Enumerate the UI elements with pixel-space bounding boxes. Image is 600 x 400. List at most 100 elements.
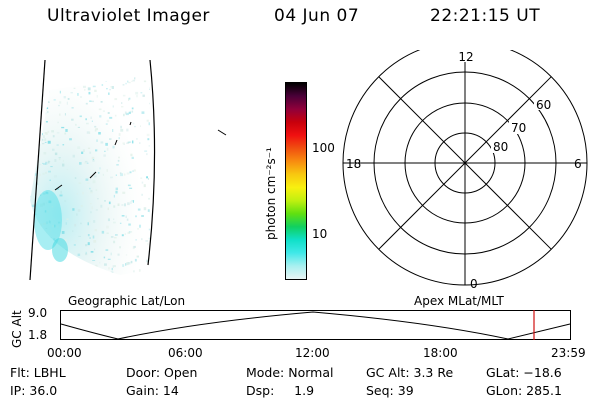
emission-speckle [75,123,77,126]
emission-speckle [69,138,72,141]
emission-speckle [54,159,57,162]
emission-speckle [44,141,47,143]
emission-speckle [51,130,54,133]
emission-speckle [35,173,38,176]
emission-speckle [62,70,63,71]
emission-speckle [64,132,67,135]
altitude-timeline[interactable] [58,308,574,342]
emission-speckle [42,172,45,175]
emission-speckle [85,273,89,275]
emission-speckle [114,98,118,101]
emission-speckle [128,111,131,114]
emission-speckle [146,133,150,137]
emission-speckle [138,269,141,272]
emission-speckle [75,240,77,242]
emission-speckle [118,156,120,159]
emission-speckle [86,182,90,184]
emission-speckle [100,204,103,208]
emission-speckle [66,101,68,105]
emission-speckle [32,75,35,77]
emission-speckle [40,253,43,256]
emission-speckle [108,267,110,270]
info-glat: GLat: −18.6 [486,365,562,380]
emission-speckle [132,170,134,172]
emission-speckle [106,169,108,172]
emission-speckle [110,271,114,273]
info-seq: Seq: 39 [366,383,414,398]
emission-speckle [149,107,150,109]
emission-speckle [46,81,49,83]
emission-speckle [122,94,126,97]
emission-speckle [69,261,72,264]
emission-speckle [82,191,84,195]
emission-speckle [30,175,31,178]
coastline-fragment [89,171,97,179]
emission-speckle [112,105,114,108]
emission-speckle [85,253,88,256]
emission-speckle [128,98,130,101]
emission-speckle [46,261,48,264]
emission-speckle [137,208,141,211]
emission-speckle [32,77,36,80]
emission-speckle [133,245,136,248]
emission-speckle [134,258,137,262]
emission-speckle [90,211,92,214]
emission-speckle [44,112,47,115]
emission-speckle [38,84,40,86]
mlat-label-70: 70 [511,121,526,135]
coastline-fragment [217,129,227,136]
emission-speckle [111,267,113,271]
emission-speckle [103,154,106,157]
longitude-line-left [29,59,46,281]
emission-speckle [64,113,66,116]
emission-speckle [122,264,125,267]
emission-speckle [149,88,150,90]
emission-speckle [99,115,102,118]
emission-speckle [110,86,113,88]
emission-speckle [48,90,50,93]
emission-speckle [149,102,150,105]
emission-speckle [72,208,75,211]
emission-speckle [136,255,139,258]
emission-speckle [37,93,39,95]
emission-speckle [34,147,37,151]
emission-speckle [121,215,125,217]
emission-speckle [121,234,124,237]
emission-speckle [62,269,65,272]
emission-speckle [45,121,48,123]
emission-speckle [49,71,52,74]
emission-speckle [109,116,113,119]
emission-speckle [132,140,134,144]
emission-speckle [101,84,104,86]
timeline-x-tick-0: 00:00 [47,346,82,360]
emission-speckle [87,222,89,226]
emission-speckle [50,71,51,74]
emission-speckle [33,83,37,86]
emission-speckle [131,156,134,159]
emission-speckle [87,147,91,149]
emission-speckle [66,169,69,171]
emission-speckle [99,167,101,170]
emission-speckle [117,203,120,206]
emission-speckle [31,204,35,207]
emission-speckle [111,86,114,89]
info-gain: Gain: 14 [126,383,179,398]
emission-speckle [48,170,51,173]
emission-speckle [135,215,137,218]
emission-speckle [77,146,81,149]
emission-speckle [38,264,40,268]
emission-speckle [122,142,125,145]
emission-speckle [71,275,74,277]
emission-speckle [31,145,34,148]
emission-speckle [103,256,106,259]
emission-speckle [43,135,45,138]
emission-speckle [78,182,82,184]
emission-speckle [67,98,70,100]
polar-diagonal [378,76,552,250]
emission-speckle [148,145,150,147]
emission-speckle [147,138,150,141]
timeline-x-tick-1: 06:00 [168,346,203,360]
emission-speckle [30,235,31,237]
timeline-y-axis-label: GC Alt [10,310,24,348]
emission-speckle [87,234,90,237]
